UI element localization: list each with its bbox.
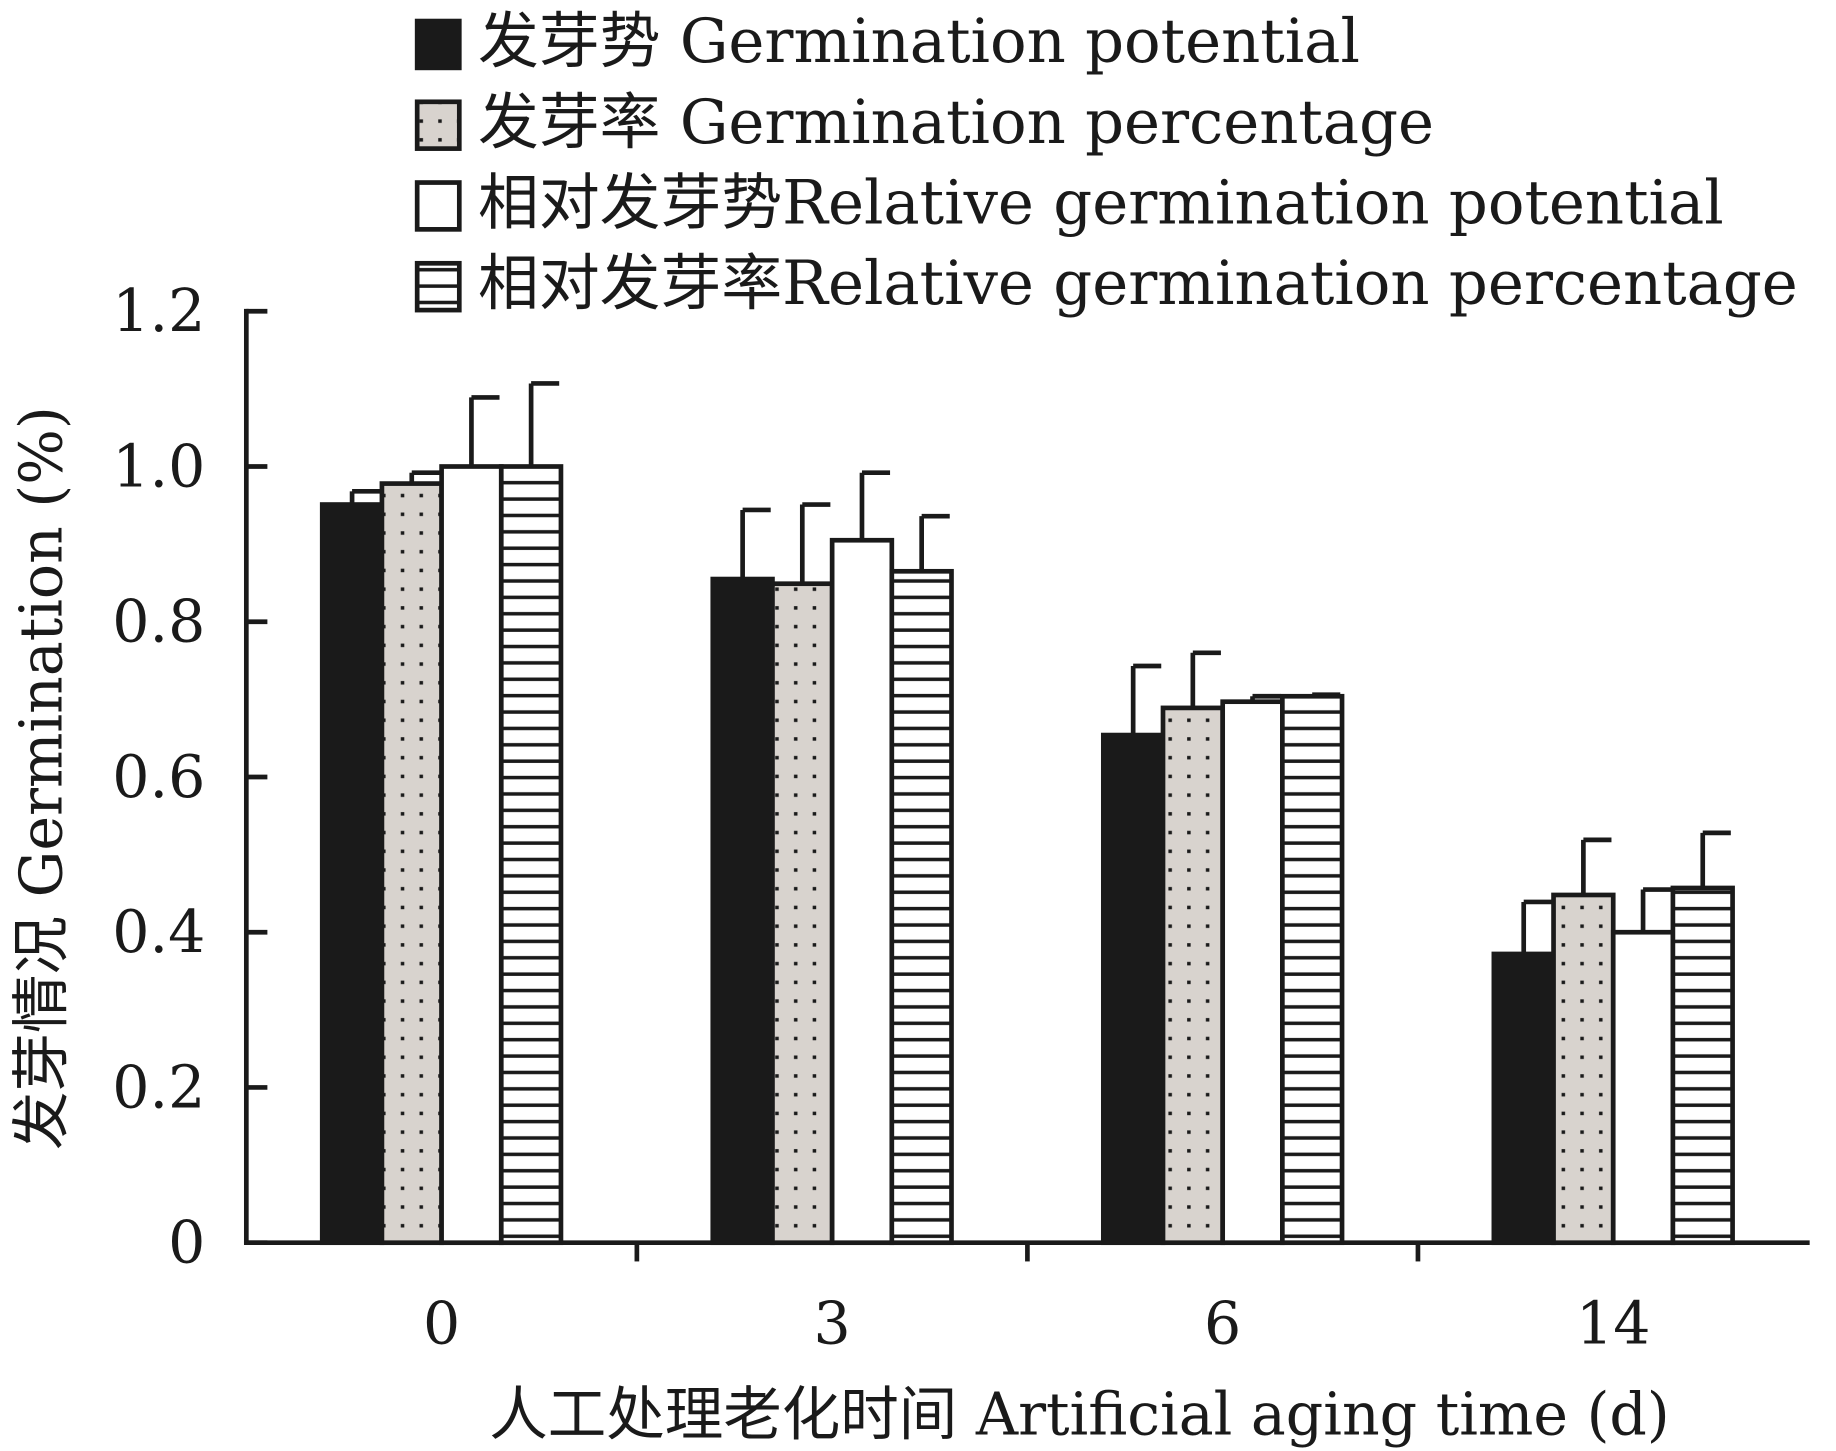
y-tick-label: 0.8	[112, 588, 205, 656]
bar-striped-6	[1280, 693, 1345, 1246]
bar-dotted-0	[379, 481, 444, 1246]
bar-solid-14	[1491, 951, 1556, 1246]
bar-striped-0	[498, 464, 564, 1246]
y-axis-label: 发芽情况 Germination (%)	[7, 406, 75, 1150]
bar-dotted-6	[1160, 705, 1226, 1246]
y-tick-label: 0.2	[112, 1053, 205, 1121]
bar-solid-3	[710, 576, 775, 1246]
bar-white-3	[829, 537, 895, 1246]
y-tick-label: 1.2	[112, 277, 205, 345]
x-axis-label: 人工处理老化时间 Artificial aging time (d)	[489, 1381, 1669, 1449]
y-tick-label: 0.6	[112, 743, 205, 811]
legend-swatch-white	[414, 180, 462, 232]
x-tick-label: 3	[814, 1289, 851, 1357]
x-tick-label: 6	[1204, 1289, 1241, 1357]
x-tick-label: 14	[1576, 1289, 1650, 1357]
bar-striped-3	[889, 568, 954, 1246]
y-tick-label: 0.4	[112, 898, 205, 966]
bar-solid-0	[319, 502, 385, 1246]
legend-label: 相对发芽势Relative germination potential	[478, 169, 1724, 239]
y-tick-label: 0	[168, 1209, 205, 1277]
x-tick-label: 0	[423, 1289, 460, 1357]
bar-striped-14	[1670, 885, 1735, 1246]
legend: 发芽势 Germination potential 发芽率 Germination…	[414, 7, 1798, 319]
legend-label: 发芽势 Germination potential	[478, 7, 1360, 77]
y-tick-label: 1.0	[112, 432, 205, 500]
legend-swatch-striped	[414, 260, 462, 313]
bar-white-14	[1610, 929, 1676, 1246]
bar-solid-6	[1100, 732, 1166, 1246]
legend-swatch-solid	[414, 18, 462, 71]
bar-white-6	[1220, 699, 1285, 1246]
bar-dotted-3	[770, 581, 835, 1246]
legend-label: 相对发芽率Relative germination percentage	[478, 249, 1798, 319]
bar-white-0	[439, 464, 504, 1246]
legend-label: 发芽率 Germination percentage	[478, 88, 1434, 158]
legend-swatch-dotted	[414, 99, 462, 151]
bar-dotted-14	[1551, 892, 1616, 1246]
